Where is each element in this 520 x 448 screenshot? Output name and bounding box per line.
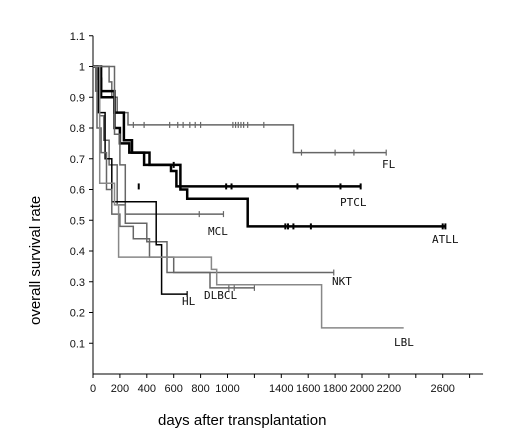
x-tick-label: 800 bbox=[191, 383, 209, 395]
series-label-fl: FL bbox=[382, 158, 396, 171]
series-line-dlbcl bbox=[93, 65, 255, 289]
series-labels: FL PTCL ATLL MCL NKT HL DLBCL LBL bbox=[182, 158, 459, 349]
x-tick-label: 2200 bbox=[377, 383, 401, 395]
series-line-ptcl bbox=[93, 65, 361, 188]
series-line-hl bbox=[93, 65, 188, 295]
x-tick-label: 1000 bbox=[215, 383, 239, 395]
y-tick-label: 0.3 bbox=[70, 277, 85, 289]
series-label-dlbcl: DLBCL bbox=[204, 289, 237, 302]
series-label-mcl: MCL bbox=[208, 225, 228, 238]
y-tick-label: 0.9 bbox=[70, 92, 85, 104]
x-axis-title: days after transplantation bbox=[158, 412, 326, 429]
series-line-lbl bbox=[93, 65, 404, 329]
y-tick-label: 0.1 bbox=[70, 338, 85, 350]
series-label-atll: ATLL bbox=[432, 233, 459, 246]
series-line-mcl bbox=[93, 65, 224, 215]
series-label-lbl: LBL bbox=[394, 336, 414, 349]
y-tick-label: 0.4 bbox=[70, 246, 85, 258]
series-label-ptcl: PTCL bbox=[340, 196, 367, 209]
y-tick-label: 1 bbox=[79, 62, 85, 74]
y-axis-title: overall survival rate bbox=[27, 196, 44, 325]
x-tick-label: 1600 bbox=[296, 383, 320, 395]
series-line-nkt bbox=[93, 65, 334, 274]
axes: 0.1 0.2 0.3 0.4 0.5 0.6 0.7 0.8 0.9 1 1.1 0 200 400 60… bbox=[70, 31, 484, 395]
series-label-hl: HL bbox=[182, 295, 196, 308]
y-tick-label: 0.7 bbox=[70, 154, 85, 166]
x-tick-label: 0 bbox=[90, 383, 96, 395]
series-line-fl bbox=[93, 65, 387, 154]
y-tick-label: 1.1 bbox=[70, 31, 85, 43]
x-tick-label: 2600 bbox=[430, 383, 454, 395]
plot-area bbox=[93, 65, 447, 329]
y-tick-label: 0.2 bbox=[70, 308, 85, 320]
series-label-nkt: NKT bbox=[332, 275, 352, 288]
series-line-atll bbox=[93, 65, 446, 228]
x-tick-label: 2000 bbox=[350, 383, 374, 395]
x-tick-label: 200 bbox=[111, 383, 129, 395]
y-tick-label: 0.8 bbox=[70, 123, 85, 135]
x-tick-label: 1800 bbox=[323, 383, 347, 395]
x-tick-label: 600 bbox=[165, 383, 183, 395]
y-tick-label: 0.6 bbox=[70, 185, 85, 197]
y-tick-label: 0.5 bbox=[70, 215, 85, 227]
x-tick-label: 400 bbox=[138, 383, 156, 395]
x-tick-label: 1400 bbox=[269, 383, 293, 395]
